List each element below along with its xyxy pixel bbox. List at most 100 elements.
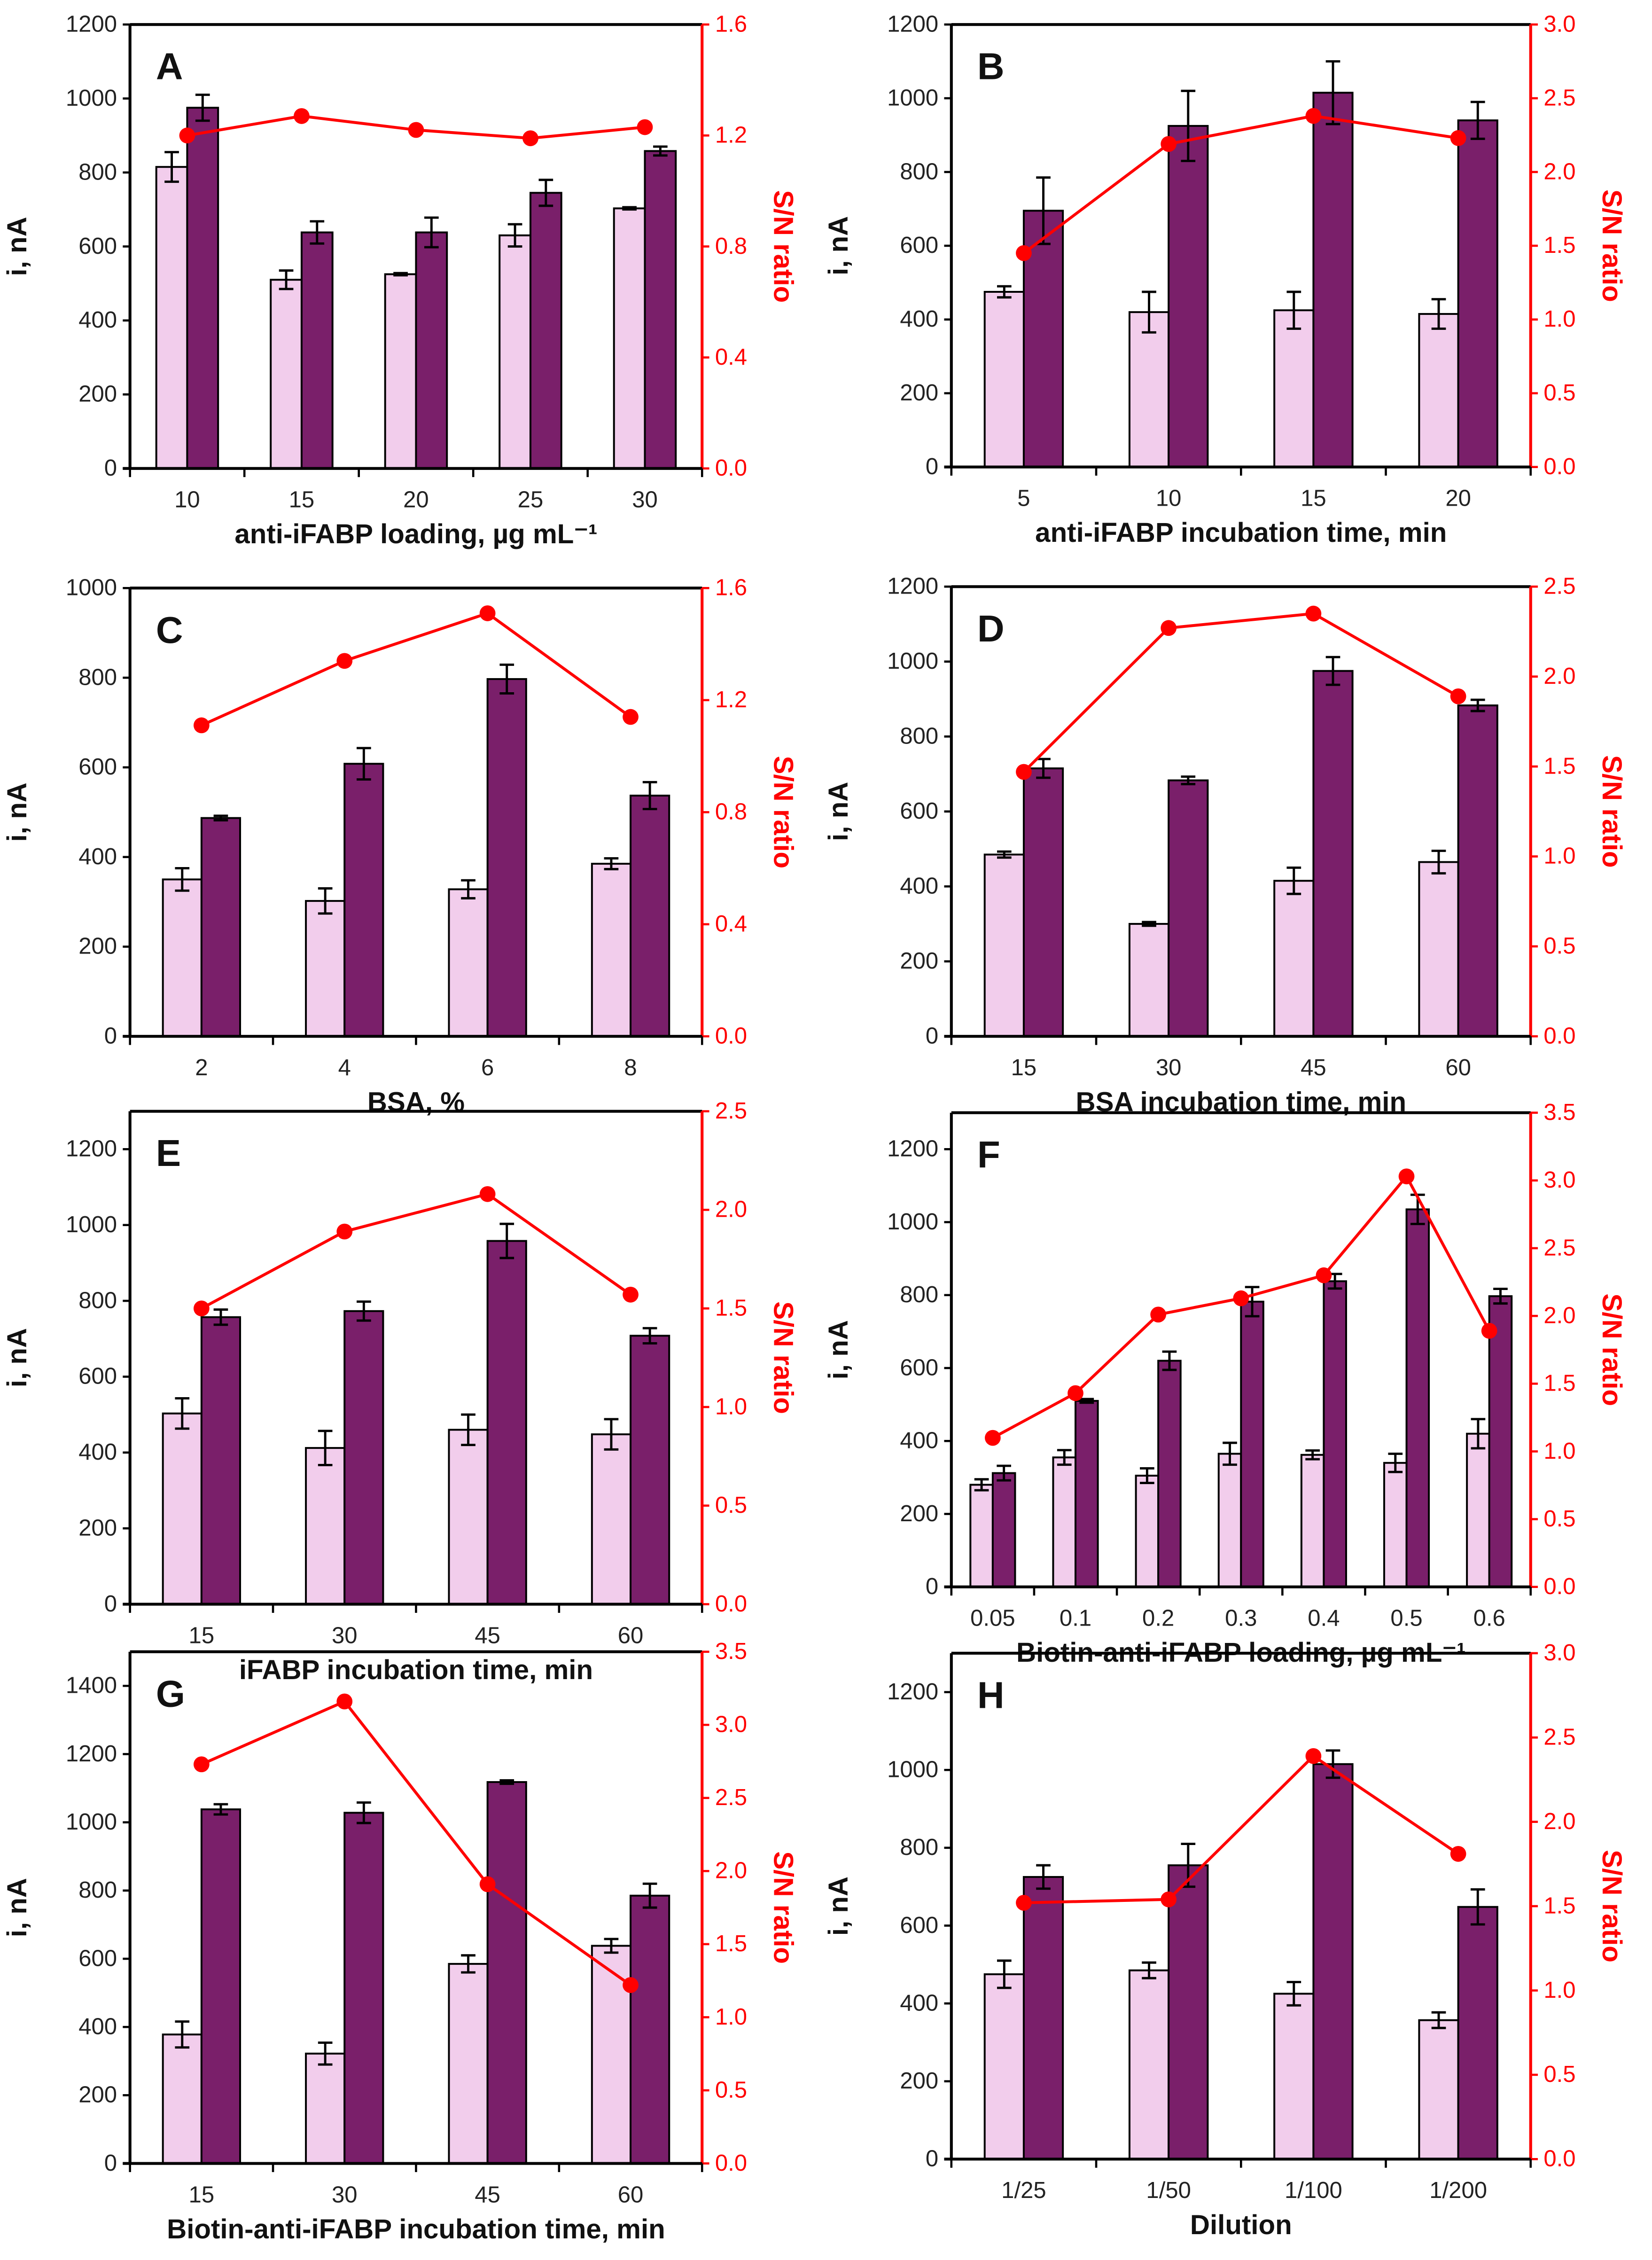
y2-tick-label: 1.5 <box>1543 233 1575 258</box>
sn-line <box>1023 114 1459 255</box>
bar-light <box>591 862 632 1038</box>
sn-point <box>522 130 538 147</box>
sn-point <box>1016 1895 1032 1911</box>
y2-tick-label: 1.0 <box>1543 1439 1575 1464</box>
y-tick-label: 200 <box>78 934 117 959</box>
x-tick-label: 2 <box>195 1055 208 1080</box>
y-axis-label: i, nA <box>2 217 32 276</box>
sn-point <box>1161 136 1177 152</box>
y2-tick-label: 1.5 <box>715 1296 747 1321</box>
y2-tick-label: 0.0 <box>1543 1023 1575 1048</box>
x-axis-label: Biotin-anti-iFABP incubation time, min <box>167 2214 665 2244</box>
bar-light <box>1300 1454 1325 1588</box>
y2-axis-label: S/N ratio <box>1597 755 1627 868</box>
x-tick-label: 15 <box>1011 1055 1037 1080</box>
y2-tick-label: 0.0 <box>1543 454 1575 479</box>
y-tick-label: 400 <box>78 1439 117 1465</box>
x-tick-label: 15 <box>1301 486 1326 511</box>
sn-point <box>1450 130 1466 146</box>
x-tick-label: 0.2 <box>1142 1606 1174 1631</box>
bar-light <box>162 2033 203 2165</box>
panel-a: 0 200 400 600 800 1000 1200 0.0 0.4 0.8 1.2 1.6 10 15… <box>2 11 799 549</box>
x-tick-label: 15 <box>189 2182 215 2207</box>
y2-tick-label: 1.0 <box>1543 844 1575 869</box>
bar-dark <box>1022 767 1064 1038</box>
y-tick-label: 800 <box>78 1877 117 1903</box>
sn-line <box>1022 612 1459 773</box>
x-tick-label: 1/200 <box>1429 2178 1487 2203</box>
bar-dark <box>1457 704 1498 1038</box>
y2-tick-label: 2.5 <box>715 1785 747 1810</box>
bar-dark <box>486 678 527 1038</box>
x-tick-label: 30 <box>1156 1055 1182 1080</box>
x-tick-label: 0.05 <box>970 1606 1015 1631</box>
bar-light <box>1217 1453 1242 1588</box>
bar-light <box>1418 861 1459 1038</box>
y-tick-label: 800 <box>78 665 117 690</box>
x-tick-label: 15 <box>289 487 315 513</box>
y-tick-label: 400 <box>78 844 117 869</box>
sn-point <box>336 1223 353 1240</box>
y2-tick-label: 0.5 <box>1543 380 1575 406</box>
y2-tick-label: 3.0 <box>715 1712 747 1737</box>
y2-tick-label: 2.5 <box>1543 85 1575 110</box>
x-tick-label: 60 <box>618 1623 644 1648</box>
bar-light <box>1128 923 1170 1038</box>
y-tick-label: 400 <box>900 1428 938 1454</box>
y-tick-label: 400 <box>78 2014 117 2040</box>
panel-letter: C <box>156 609 183 651</box>
bar-light <box>162 878 203 1038</box>
x-tick-label: 30 <box>332 2182 358 2207</box>
bar-light <box>983 853 1025 1038</box>
y-tick-label: 600 <box>78 1946 117 1971</box>
x-tick-label: 15 <box>189 1623 215 1648</box>
bar-light <box>305 900 346 1038</box>
x-tick-label: 10 <box>1156 486 1182 511</box>
x-tick-label: 0.4 <box>1308 1606 1340 1631</box>
bar-dark <box>186 107 219 469</box>
bar-light <box>1128 1969 1170 2160</box>
y2-tick-label: 1.5 <box>1543 753 1575 779</box>
y-tick-label: 1000 <box>887 1757 938 1783</box>
y-tick-label: 200 <box>900 1501 938 1526</box>
sn-point <box>336 1693 353 1710</box>
panel-letter: E <box>156 1132 181 1174</box>
sn-point <box>1233 1290 1249 1306</box>
x-tick-label: 25 <box>518 487 544 513</box>
y-tick-label: 400 <box>78 307 117 333</box>
sn-point <box>1016 245 1032 261</box>
y2-tick-label: 0.0 <box>1543 2146 1575 2172</box>
y-tick-label: 200 <box>900 2068 938 2094</box>
y2-tick-label: 0.4 <box>715 344 747 370</box>
y2-tick-label: 0.5 <box>1543 933 1575 959</box>
y2-tick-label: 3.5 <box>1543 1100 1575 1125</box>
bar-dark <box>1168 779 1209 1038</box>
bar-dark <box>1312 670 1354 1038</box>
panel-h: 0 200 400 600 800 1000 1200 0.0 0.5 1.0 1.5 2.0 2.5 3… <box>823 1640 1627 2240</box>
y2-tick-label: 0.0 <box>1543 1574 1575 1599</box>
y-tick-label: 600 <box>78 754 117 780</box>
bar-light <box>1273 1993 1315 2160</box>
y2-tick-label: 1.0 <box>715 2004 747 2030</box>
bar-light <box>1273 309 1315 468</box>
panel-letter: G <box>156 1673 185 1714</box>
panel-d: 0 200 400 600 800 1000 1200 0.0 0.5 1.0 1.5 2.0 2.5 1… <box>823 574 1627 1118</box>
bar-dark <box>1312 92 1354 468</box>
bar-light <box>969 1484 994 1588</box>
panel-e: 0 200 400 600 800 1000 1200 0.0 0.5 1.0 1.5 2.0 2.5 1… <box>2 1098 799 1685</box>
bar-dark <box>343 1310 384 1605</box>
y-tick-label: 1200 <box>887 11 938 37</box>
bar-dark <box>343 763 384 1038</box>
panel-letter: H <box>977 1674 1005 1716</box>
y2-tick-label: 0.0 <box>715 2151 747 2176</box>
y2-tick-label: 3.0 <box>1543 11 1575 37</box>
sn-point <box>193 1300 210 1317</box>
bar-dark <box>415 231 448 469</box>
y-tick-label: 1200 <box>66 11 117 37</box>
y2-tick-label: 0.5 <box>1543 1506 1575 1532</box>
bar-dark <box>630 1894 670 2165</box>
y2-tick-label: 1.6 <box>715 575 747 601</box>
bar-dark <box>1488 1295 1513 1588</box>
bar-dark <box>300 231 334 469</box>
bar-light <box>448 888 489 1038</box>
